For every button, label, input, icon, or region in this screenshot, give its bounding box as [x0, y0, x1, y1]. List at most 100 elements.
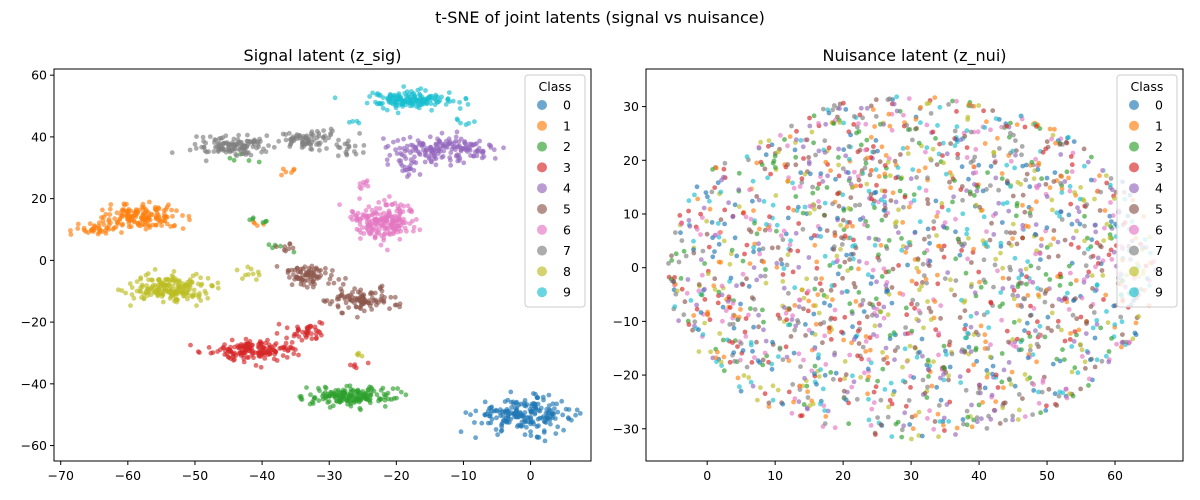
point-class-0 [841, 147, 847, 153]
point-class-8 [1136, 314, 1141, 319]
y-tick-label: −30 [613, 421, 639, 436]
y-tick-label: 10 [623, 206, 639, 221]
point-class-4 [904, 245, 909, 251]
point-class-8 [842, 376, 847, 382]
point-class-6 [855, 174, 861, 179]
point-class-6 [720, 318, 725, 324]
point-class-8 [173, 280, 179, 285]
point-class-6 [863, 121, 869, 127]
point-class-6 [357, 196, 362, 202]
point-class-4 [974, 188, 980, 194]
legend-label-class-0: 0 [1155, 98, 1163, 113]
point-class-3 [939, 204, 945, 210]
point-class-6 [353, 217, 359, 223]
point-class-2 [260, 220, 266, 225]
point-class-8 [138, 288, 143, 294]
point-class-3 [941, 254, 947, 260]
point-class-2 [389, 397, 394, 402]
point-class-1 [864, 155, 870, 161]
point-class-3 [904, 312, 910, 318]
point-class-7 [289, 136, 294, 142]
point-class-3 [1014, 336, 1020, 342]
point-class-9 [1069, 344, 1075, 349]
point-class-5 [690, 327, 695, 333]
point-class-2 [716, 289, 722, 295]
point-class-5 [308, 281, 314, 286]
point-class-4 [719, 292, 725, 298]
point-class-4 [964, 188, 969, 194]
point-class-4 [883, 283, 889, 288]
point-class-5 [1099, 268, 1105, 273]
point-class-1 [107, 206, 113, 212]
point-class-1 [983, 339, 988, 345]
point-class-6 [906, 96, 912, 101]
point-class-3 [799, 176, 805, 182]
legend-marker-class-0 [1129, 100, 1139, 110]
point-class-0 [533, 405, 539, 411]
point-class-2 [999, 351, 1005, 356]
point-class-5 [992, 160, 998, 166]
point-class-7 [229, 147, 235, 153]
point-class-8 [174, 299, 180, 305]
legend-marker-class-8 [537, 266, 547, 277]
legend-label-class-8: 8 [1155, 264, 1163, 279]
point-class-4 [461, 160, 467, 166]
point-class-3 [807, 115, 812, 121]
point-class-3 [742, 329, 748, 335]
point-class-0 [710, 235, 715, 241]
point-class-1 [91, 223, 97, 229]
point-class-1 [867, 347, 873, 353]
point-class-5 [824, 228, 830, 234]
point-class-3 [229, 337, 235, 343]
point-class-9 [998, 290, 1004, 295]
point-class-7 [676, 259, 682, 265]
point-class-1 [738, 307, 743, 312]
point-class-1 [916, 168, 922, 174]
point-class-1 [757, 226, 762, 232]
point-class-0 [548, 421, 553, 427]
point-class-7 [968, 129, 974, 135]
point-class-1 [122, 202, 127, 208]
point-class-5 [1046, 386, 1052, 392]
point-class-3 [294, 331, 299, 337]
point-class-5 [766, 400, 772, 406]
point-class-1 [1039, 236, 1044, 242]
point-class-2 [378, 397, 383, 402]
point-class-6 [975, 129, 981, 135]
point-class-4 [1109, 187, 1115, 193]
point-class-9 [765, 175, 770, 181]
point-class-2 [299, 397, 305, 402]
point-class-6 [796, 351, 802, 357]
y-tick-label: −40 [21, 376, 47, 391]
point-class-9 [716, 234, 722, 240]
point-class-4 [408, 157, 414, 163]
point-class-2 [893, 421, 899, 427]
point-class-6 [1038, 333, 1044, 338]
point-class-2 [729, 247, 735, 253]
point-class-9 [380, 95, 386, 100]
point-class-0 [520, 423, 525, 428]
point-class-1 [87, 221, 93, 227]
point-class-3 [305, 329, 311, 334]
point-class-9 [960, 211, 966, 217]
point-class-3 [1055, 318, 1061, 324]
point-class-9 [424, 101, 430, 107]
point-class-0 [691, 247, 696, 253]
point-class-0 [468, 412, 473, 418]
point-class-1 [1001, 385, 1006, 391]
point-class-0 [1111, 303, 1117, 309]
point-class-7 [839, 242, 845, 247]
point-class-2 [925, 357, 931, 363]
legend-marker-class-4 [1129, 183, 1139, 194]
point-class-6 [366, 204, 372, 210]
point-class-2 [997, 304, 1003, 309]
point-class-1 [125, 215, 131, 221]
point-class-9 [841, 120, 846, 126]
point-class-2 [1043, 272, 1049, 277]
x-tick-label: 30 [903, 468, 919, 483]
point-class-6 [908, 200, 914, 206]
point-class-1 [849, 340, 854, 346]
point-class-9 [900, 146, 906, 151]
point-class-7 [875, 415, 880, 420]
point-class-2 [841, 227, 847, 233]
